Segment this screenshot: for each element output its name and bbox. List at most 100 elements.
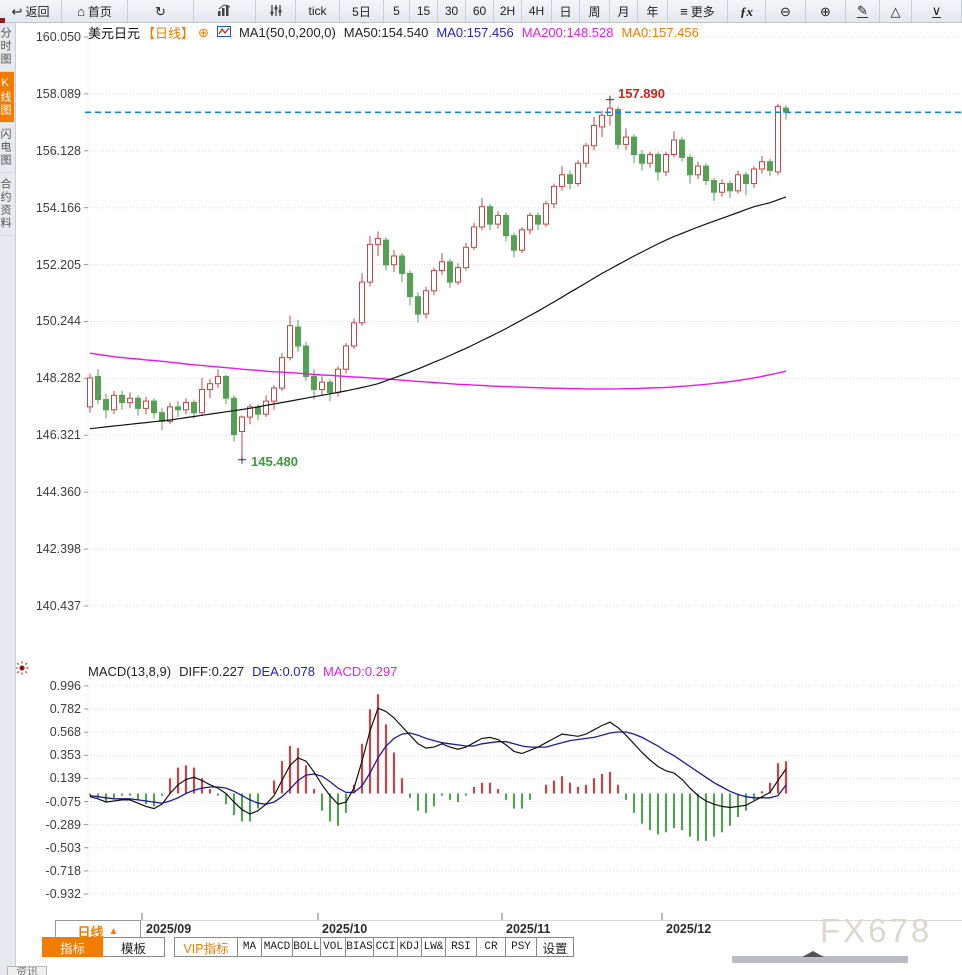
bar-chart-icon	[217, 3, 232, 19]
home-button[interactable]: ⌂ 首页	[62, 0, 128, 22]
fx-indicator-button[interactable]: ƒx	[728, 0, 766, 22]
tab-ma[interactable]: MA	[238, 937, 262, 957]
y-axis-label: 144.360	[35, 485, 81, 500]
tf-2h-button[interactable]: 2H	[494, 0, 522, 22]
home-button-label: 首页	[87, 4, 112, 19]
tf-year-button-label: 年	[646, 4, 659, 19]
macd-y-axis-label: 0.139	[49, 771, 81, 786]
indicator-sliders-button[interactable]	[256, 0, 296, 22]
tab-macd[interactable]: MACD	[262, 937, 293, 957]
tab-bias[interactable]: BIAS	[346, 937, 374, 957]
horizontal-scrollbar[interactable]	[732, 951, 908, 963]
tab-vol[interactable]: VOL	[321, 937, 346, 957]
macd-dea-value: DEA:0.078	[252, 664, 315, 679]
tab-vip-indicator[interactable]: VIP指标	[174, 937, 238, 957]
ma200-value: MA200:148.528	[521, 25, 614, 40]
macd-diff-value: DIFF:0.227	[179, 664, 245, 679]
ma-settings: MA1(50,0,200,0)	[238, 25, 336, 40]
draw-button[interactable]: ✎	[846, 0, 880, 22]
tf-4h-button-label: 4H	[528, 4, 545, 18]
indicator-sun-icon	[15, 661, 29, 680]
more-button[interactable]: ≡ 更多	[668, 0, 728, 22]
sidebar-item-timeshare[interactable]: 分时图	[0, 22, 14, 72]
y-axis-label: 140.437	[35, 599, 81, 613]
plus-circle-icon[interactable]: ⊕	[198, 24, 209, 40]
shape-icon: △	[890, 3, 901, 19]
home-icon: ⌂	[77, 3, 85, 19]
high-price-annotation: 157.890	[618, 85, 665, 101]
macd-value: MACD:0.297	[322, 664, 398, 679]
tf-60-button[interactable]: 60	[466, 0, 494, 22]
sidebar-item-lightning[interactable]: 闪电图	[0, 123, 14, 173]
tf-30-button[interactable]: 30	[438, 0, 466, 22]
x-axis-label: 2025/12	[666, 922, 712, 936]
watermark: FX678	[820, 912, 933, 949]
tab-cci[interactable]: CCI	[374, 937, 398, 957]
ma0-blue-value: MA0:157.456	[436, 25, 514, 40]
x-axis-label: 2025/09	[146, 922, 192, 936]
tf-day-button-label: 日	[559, 4, 572, 19]
top-toolbar: ↩ 返回 ⌂ 首页 ↻ tick 5日 5 15 30 60 2H 4H 日周月年 ≡ 更多 ƒx ⊖ ⊕ ✎ △ ∨	[0, 0, 962, 23]
y-axis-label: 160.050	[35, 30, 81, 44]
tf-month-button-label: 月	[617, 4, 630, 19]
tab-indicator[interactable]: 指标	[42, 937, 103, 957]
zoom-out-button[interactable]: ⊖	[766, 0, 806, 22]
tab-settings[interactable]: 设置	[537, 937, 574, 957]
news-tab[interactable]: 资讯	[7, 966, 47, 975]
tf-month-button[interactable]: 月	[610, 0, 638, 22]
tab-boll[interactable]: BOLL	[293, 937, 321, 957]
macd-y-axis-label: -0.075	[45, 794, 81, 809]
mini-chart-icon	[216, 25, 231, 40]
chart-type-button[interactable]	[194, 0, 256, 22]
macd-y-axis-label: -0.718	[45, 863, 81, 878]
macd-y-axis-label: 0.996	[49, 679, 81, 693]
back-icon: ↩	[11, 3, 23, 19]
collapse-icon: ∨	[931, 2, 942, 19]
sliders-icon	[270, 4, 282, 19]
back-button[interactable]: ↩ 返回	[0, 0, 62, 22]
collapse-button[interactable]: ∨	[912, 0, 962, 22]
chart-header: 美元日元 【日线】 ⊕ MA1(50,0,200,0) MA50:154.540…	[88, 23, 699, 42]
macd-y-axis-label: -0.503	[45, 840, 81, 855]
tab-psy[interactable]: PSY	[506, 937, 537, 957]
tab-lw[interactable]: LW&	[422, 937, 446, 957]
macd-y-axis-label: 0.353	[49, 748, 81, 763]
tf-5-button-label: 5	[393, 4, 400, 18]
refresh-icon: ↻	[155, 3, 166, 19]
zoom-in-button[interactable]: ⊕	[806, 0, 846, 22]
more-button-label: 更多	[690, 4, 715, 19]
tab-rsi[interactable]: RSI	[446, 937, 477, 957]
y-axis-label: 150.244	[35, 314, 81, 329]
tab-template[interactable]: 模板	[103, 937, 165, 957]
tf-5-button[interactable]: 5	[384, 0, 410, 22]
tf-tick-button[interactable]: tick	[296, 0, 340, 22]
tf-week-button-label: 周	[588, 4, 601, 19]
tf-week-button[interactable]: 周	[580, 0, 610, 22]
tf-5d-button[interactable]: 5日	[340, 0, 384, 22]
back-button-label: 返回	[25, 4, 50, 19]
tf-tick-button-label: tick	[308, 4, 327, 18]
y-axis-label: 148.282	[35, 371, 81, 386]
tf-day-button[interactable]: 日	[552, 0, 580, 22]
scrollbar-handle-icon[interactable]	[802, 951, 824, 957]
interval-label: 日线	[77, 924, 104, 940]
y-axis-label: 152.205	[35, 257, 81, 272]
tf-year-button[interactable]: 年	[638, 0, 668, 22]
tf-4h-button[interactable]: 4H	[522, 0, 552, 22]
corner-marker	[0, 18, 5, 23]
y-axis-label: 142.398	[35, 542, 81, 557]
zoom-in-icon: ⊕	[820, 3, 831, 19]
fx-icon: ƒx	[740, 3, 753, 19]
sidebar-item-kline[interactable]: K线图	[0, 72, 14, 123]
tab-kdj[interactable]: KDJ	[398, 937, 422, 957]
tf-15-button[interactable]: 15	[410, 0, 438, 22]
sidebar-item-contract-info[interactable]: 合约资料	[0, 173, 14, 236]
tab-cr[interactable]: CR	[477, 937, 506, 957]
y-axis-label: 158.089	[35, 86, 81, 101]
refresh-button[interactable]: ↻	[128, 0, 194, 22]
shape-button[interactable]: △	[880, 0, 912, 22]
ma0-orange-value: MA0:157.456	[621, 25, 699, 40]
tf-2h-button-label: 2H	[499, 4, 516, 18]
